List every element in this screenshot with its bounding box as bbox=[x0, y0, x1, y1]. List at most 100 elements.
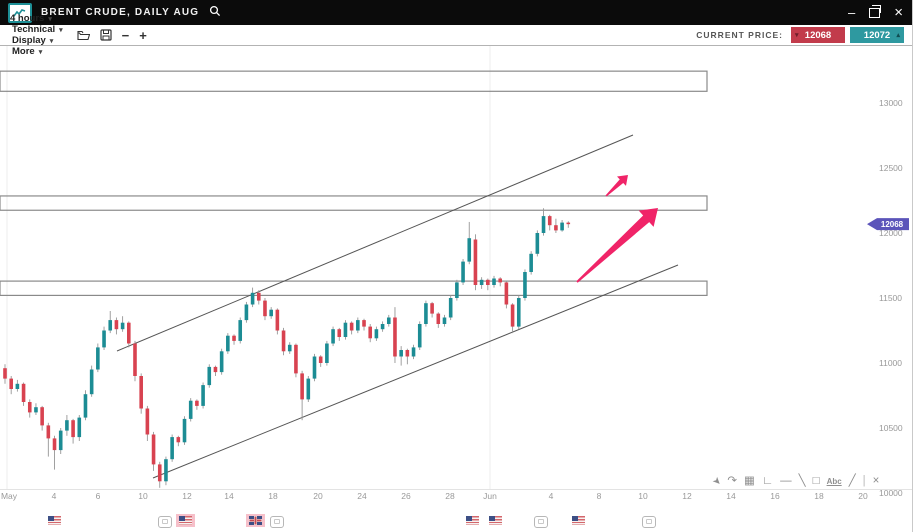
us-flag-event-icon[interactable] bbox=[466, 516, 479, 525]
candle-down bbox=[256, 292, 261, 301]
trendline-tool-icon[interactable]: ╱ bbox=[848, 475, 856, 488]
current-price-marker bbox=[867, 218, 909, 231]
candle-up bbox=[58, 430, 63, 451]
uk-flag-event-icon[interactable] bbox=[246, 514, 265, 527]
grid-tool-icon[interactable]: ▦ bbox=[744, 475, 755, 488]
candle-down bbox=[52, 438, 57, 451]
us-flag-event-icon[interactable] bbox=[572, 516, 585, 525]
menu-technical[interactable]: Technical ▾ bbox=[12, 24, 63, 35]
segment-tool-icon[interactable]: ╲ bbox=[798, 475, 806, 488]
zoom-out-button[interactable]: − bbox=[121, 27, 130, 43]
candle-up bbox=[207, 366, 212, 386]
price-zone-rect[interactable] bbox=[0, 70, 708, 92]
us-flag-event-icon[interactable] bbox=[48, 516, 61, 525]
candle-down bbox=[71, 420, 75, 438]
candle-up bbox=[541, 216, 546, 233]
price-zone-rect[interactable] bbox=[0, 280, 708, 297]
candle-down bbox=[337, 329, 342, 337]
calendar-event-icon[interactable] bbox=[534, 516, 548, 528]
bullish-annotation-arrow[interactable] bbox=[576, 208, 658, 283]
candle-down bbox=[21, 383, 26, 402]
calendar-event-icon[interactable] bbox=[642, 516, 656, 528]
candle-down bbox=[405, 350, 410, 357]
candle-down bbox=[349, 322, 354, 331]
candle-up bbox=[560, 222, 564, 231]
chevron-down-icon: ▾ bbox=[49, 37, 54, 45]
y-axis-tick-label: 12500 bbox=[879, 163, 903, 173]
price-chart[interactable]: 13000 12500 12000 11500 11000 10500 10000 May 4 6… bbox=[0, 46, 913, 532]
trend-channel-line[interactable] bbox=[152, 264, 679, 479]
menu-more[interactable]: More ▾ bbox=[12, 46, 43, 57]
candle-down bbox=[145, 408, 150, 435]
candle-down bbox=[430, 303, 434, 314]
candle-up bbox=[461, 261, 465, 283]
candle-down bbox=[127, 322, 131, 344]
save-icon[interactable] bbox=[100, 29, 112, 41]
calendar-event-icon[interactable] bbox=[270, 516, 284, 528]
candle-up bbox=[102, 330, 106, 348]
trend-channel-line[interactable] bbox=[116, 134, 634, 352]
app-logo-chart-icon bbox=[8, 2, 32, 23]
candle-down bbox=[9, 378, 13, 389]
candle-down bbox=[232, 335, 236, 341]
x-axis-tick-label: 6 bbox=[96, 491, 101, 501]
restore-button[interactable] bbox=[869, 4, 882, 18]
bid-down-arrow-icon: ▾ bbox=[795, 32, 799, 39]
y-axis-tick-label: 13000 bbox=[879, 98, 903, 108]
candle-down bbox=[554, 225, 558, 231]
candle-up bbox=[523, 272, 527, 298]
calendar-event-icon[interactable] bbox=[158, 516, 172, 528]
minimize-button[interactable]: – bbox=[848, 5, 856, 20]
candle-up bbox=[448, 298, 453, 318]
chevron-down-icon: ▾ bbox=[38, 48, 43, 56]
separator: | bbox=[862, 475, 866, 488]
close-button[interactable]: × bbox=[894, 4, 903, 21]
close-tools-icon[interactable]: × bbox=[872, 475, 880, 488]
bullish-annotation-arrow[interactable] bbox=[605, 175, 628, 197]
candle-up bbox=[170, 437, 174, 460]
candle-up bbox=[201, 385, 205, 406]
x-axis-tick-label: 4 bbox=[52, 491, 57, 501]
candle-down bbox=[27, 402, 32, 413]
text-tool-icon[interactable]: Abc bbox=[826, 477, 842, 486]
rect-tool-icon[interactable]: □ bbox=[812, 475, 820, 488]
zoom-in-button[interactable]: + bbox=[139, 27, 147, 43]
candle-up bbox=[244, 304, 249, 321]
candle-up bbox=[312, 356, 317, 379]
open-folder-icon[interactable] bbox=[77, 30, 90, 41]
x-axis-tick-label: 8 bbox=[597, 491, 602, 501]
candle-down bbox=[510, 304, 515, 327]
hline-tool-icon[interactable]: — bbox=[780, 475, 792, 488]
ask-price-value: 12072 bbox=[863, 29, 891, 41]
bid-price-value: 12068 bbox=[804, 29, 832, 41]
x-axis-tick-label: 12 bbox=[682, 491, 692, 501]
x-axis-tick-label: 24 bbox=[357, 491, 367, 501]
price-zone-rect[interactable] bbox=[0, 195, 708, 211]
menu-4-hours[interactable]: 4 hours ▾ bbox=[10, 13, 52, 24]
curve-arrow-tool-icon[interactable]: ↷ bbox=[727, 475, 738, 488]
candle-down bbox=[151, 434, 156, 465]
drawing-toolbar: ➤ ↷ ▦ ∟ — ╲ □ Abc ╱ | × bbox=[709, 474, 880, 490]
x-axis-tick-label: 20 bbox=[313, 491, 323, 501]
x-axis-tick-label: 20 bbox=[858, 491, 868, 501]
candle-down bbox=[362, 320, 366, 327]
menu-display[interactable]: Display ▾ bbox=[12, 35, 54, 46]
angle-tool-icon[interactable]: ∟ bbox=[761, 475, 774, 488]
ask-up-arrow-icon: ▴ bbox=[896, 32, 900, 39]
candle-up bbox=[89, 369, 94, 395]
us-flag-event-icon[interactable] bbox=[489, 516, 502, 525]
candle-down bbox=[318, 356, 323, 363]
candle-up bbox=[535, 233, 540, 254]
x-axis-tick-label: May bbox=[1, 491, 18, 501]
x-axis-tick-label: 18 bbox=[268, 491, 278, 501]
candle-down bbox=[263, 300, 267, 317]
candle-up bbox=[516, 298, 521, 327]
candle-up bbox=[492, 278, 496, 285]
us-flag-event-icon[interactable] bbox=[176, 514, 195, 527]
candle-down bbox=[281, 330, 286, 352]
candle-up bbox=[467, 238, 472, 262]
pointer-tool-icon[interactable]: ➤ bbox=[709, 474, 724, 489]
candle-up bbox=[287, 344, 292, 352]
search-icon[interactable] bbox=[209, 4, 221, 22]
